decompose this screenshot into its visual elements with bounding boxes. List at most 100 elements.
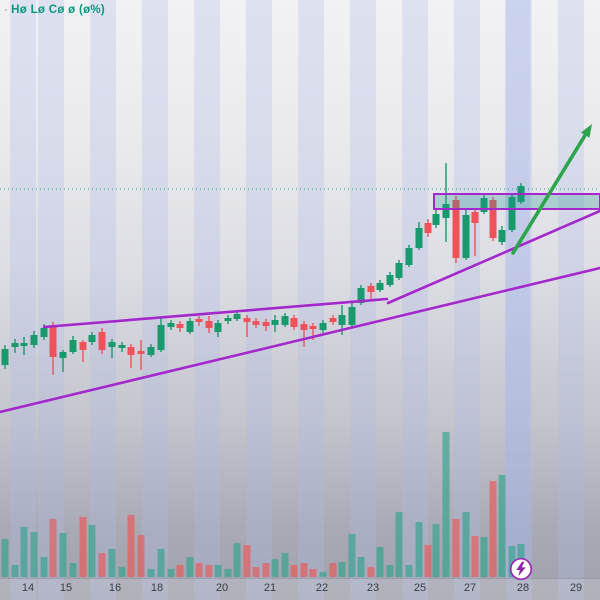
- candle-body: [1, 349, 9, 365]
- candle-body: [49, 326, 57, 357]
- candle-body: [471, 212, 479, 223]
- candle-body: [243, 318, 251, 322]
- volume-bar: [243, 545, 251, 577]
- candle-body: [442, 204, 450, 218]
- volume-bar: [127, 515, 135, 577]
- axis-label-14: 14: [21, 582, 35, 594]
- candle-body: [195, 319, 203, 322]
- candle-body: [480, 198, 488, 212]
- candle-body: [176, 324, 184, 328]
- candle-body: [386, 275, 394, 285]
- volume-bar: [395, 512, 403, 577]
- candle-body: [432, 214, 440, 225]
- candle-body: [424, 223, 432, 233]
- candle-body: [300, 324, 308, 330]
- candle-body: [357, 288, 365, 303]
- time-axis[interactable]: 14 15 16 18 20 21 22 23 25 27 28 29: [0, 578, 600, 600]
- volume-bar: [508, 546, 516, 577]
- candle-body: [462, 215, 470, 258]
- candle-body: [290, 318, 298, 327]
- axis-label-27: 27: [463, 582, 477, 594]
- candle-body: [329, 318, 337, 322]
- candle-body: [271, 320, 279, 325]
- legend-separator: ·: [4, 4, 9, 16]
- axis-label-18: 18: [150, 582, 164, 594]
- candle-body: [309, 326, 317, 329]
- volume-bar: [147, 569, 155, 577]
- candle-body: [452, 200, 460, 258]
- volume-bar: [489, 481, 497, 577]
- volume-bar: [69, 563, 77, 577]
- volume-bar: [319, 572, 327, 577]
- volume-bar: [205, 565, 213, 577]
- candle-body: [20, 343, 28, 346]
- candle-body: [59, 352, 67, 358]
- candle-body: [69, 340, 77, 352]
- volume-bar: [167, 569, 175, 577]
- axis-label-22: 22: [315, 582, 329, 594]
- trendline-wedge-resistance[interactable]: [42, 297, 389, 329]
- axis-label-16: 16: [108, 582, 122, 594]
- volume-bar: [348, 534, 356, 577]
- volume-bar: [176, 565, 184, 577]
- volume-layer: [1, 432, 525, 577]
- candle-body: [108, 342, 116, 347]
- volume-bar: [462, 512, 470, 577]
- candle-body: [489, 200, 497, 238]
- candle-body: [415, 228, 423, 248]
- candle-body: [118, 345, 126, 348]
- trendline-wedge-support[interactable]: [0, 266, 600, 414]
- candle-body: [214, 323, 222, 332]
- projection-arrow[interactable]: [511, 124, 592, 255]
- volume-bar: [88, 525, 96, 577]
- volume-bar: [252, 567, 260, 577]
- candle-body: [137, 351, 145, 354]
- candle-body: [30, 335, 38, 345]
- candle-body: [167, 323, 175, 327]
- candle-body: [367, 286, 375, 292]
- volume-bar: [281, 553, 289, 577]
- volume-bar: [432, 524, 440, 577]
- axis-label-15: 15: [59, 582, 73, 594]
- axis-label-25: 25: [413, 582, 427, 594]
- volume-bar: [40, 557, 48, 577]
- volume-bar: [11, 565, 19, 577]
- volume-bar: [471, 536, 479, 577]
- volume-bar: [300, 563, 308, 577]
- volume-bar: [329, 563, 337, 577]
- quick-trade-button[interactable]: [509, 557, 533, 581]
- trendline-rally-support[interactable]: [386, 209, 600, 305]
- axis-label-20: 20: [215, 582, 229, 594]
- candle-body: [79, 342, 87, 350]
- volume-bar: [214, 565, 222, 577]
- volume-bar: [367, 567, 375, 577]
- volume-bar: [108, 549, 116, 577]
- volume-bar: [271, 559, 279, 577]
- candle-body: [233, 314, 241, 319]
- volume-bar: [233, 543, 241, 577]
- candle-body: [147, 347, 155, 355]
- lightning-icon: [509, 557, 533, 581]
- candle-body: [376, 283, 384, 290]
- candle-body: [348, 307, 356, 325]
- candle-body: [88, 335, 96, 342]
- candle-body: [338, 315, 346, 325]
- axis-label-28: 28: [516, 582, 530, 594]
- volume-bar: [98, 553, 106, 577]
- volume-bar: [415, 522, 423, 577]
- volume-bar: [186, 557, 194, 577]
- supply-zone-rect[interactable]: [433, 193, 600, 210]
- candle-body: [319, 323, 327, 330]
- candle-body: [498, 230, 506, 242]
- candle-body: [98, 332, 106, 350]
- candle-body: [405, 248, 413, 265]
- volume-bar: [442, 432, 450, 577]
- candle-body: [157, 325, 165, 350]
- legend-ohlc-values: Hø Lø Cø ø (ø%): [11, 4, 106, 16]
- candle-body: [262, 322, 270, 326]
- candle-body: [281, 316, 289, 325]
- candle-body: [395, 263, 403, 278]
- axis-label-23: 23: [366, 582, 380, 594]
